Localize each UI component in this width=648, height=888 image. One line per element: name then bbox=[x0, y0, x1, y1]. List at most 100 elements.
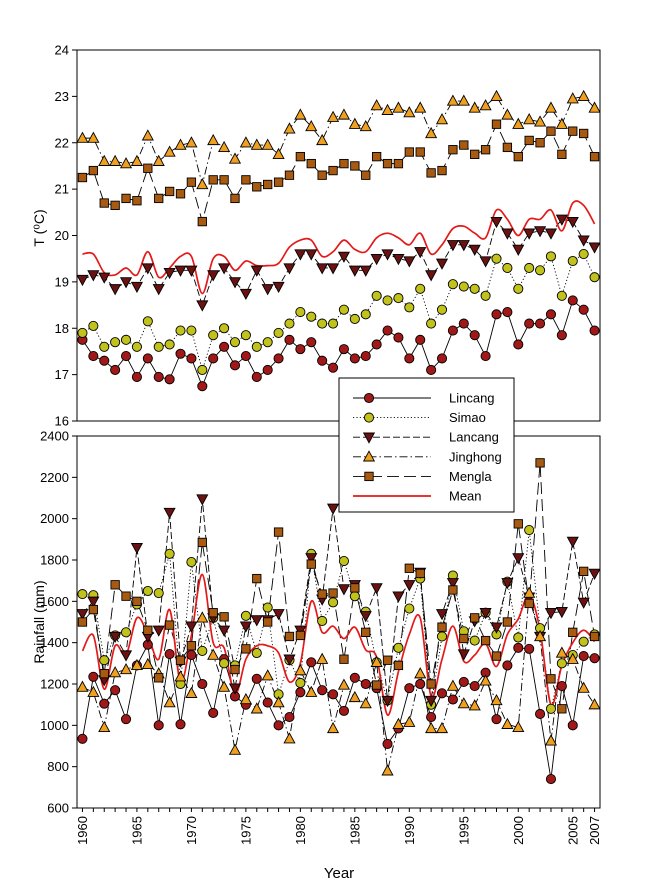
markers-mengla-rainfall bbox=[77, 458, 600, 714]
data-point-mengla bbox=[197, 537, 207, 548]
data-point-jinghong bbox=[512, 720, 525, 733]
data-point-lincang bbox=[175, 719, 186, 730]
data-point-lincang bbox=[524, 643, 535, 654]
data-point-lincang bbox=[306, 337, 317, 348]
data-point-jinghong bbox=[261, 138, 274, 150]
data-point-simao bbox=[328, 318, 339, 329]
data-point-jinghong bbox=[326, 110, 340, 122]
data-point-simao bbox=[458, 281, 469, 292]
data-point-mengla bbox=[382, 655, 393, 665]
data-point-jinghong bbox=[359, 697, 372, 709]
data-point-lancang bbox=[152, 625, 165, 637]
data-point-jinghong bbox=[196, 177, 209, 190]
data-point-simao bbox=[120, 334, 132, 345]
data-point-jinghong bbox=[109, 154, 122, 166]
markers-lincang-temperature bbox=[77, 295, 600, 392]
data-point-lincang bbox=[393, 332, 404, 343]
data-point-lincang bbox=[186, 353, 197, 364]
data-point-lincang bbox=[458, 318, 469, 329]
data-point-jinghong bbox=[577, 89, 590, 102]
data-point-jinghong bbox=[218, 140, 231, 153]
series-lincang-rainfall bbox=[82, 643, 595, 780]
markers-jinghong-temperature bbox=[76, 89, 601, 190]
data-point-mengla bbox=[230, 664, 240, 675]
data-point-jinghong bbox=[490, 89, 503, 102]
data-point-lincang bbox=[578, 651, 589, 662]
data-point-lancang bbox=[435, 258, 449, 270]
legend-label: Lancang bbox=[449, 430, 499, 445]
data-point-lancang bbox=[109, 284, 122, 296]
data-point-simao bbox=[186, 557, 197, 568]
data-point-simao bbox=[88, 320, 99, 331]
legend-entry-lancang: Lancang bbox=[353, 430, 499, 445]
data-point-simao bbox=[349, 591, 360, 602]
data-point-lincang bbox=[513, 339, 524, 350]
data-point-simao bbox=[251, 647, 262, 659]
data-point-lincang bbox=[251, 673, 262, 684]
data-point-lancang bbox=[98, 272, 111, 284]
data-point-mengla bbox=[110, 580, 120, 590]
data-point-jinghong bbox=[403, 715, 416, 727]
data-point-mengla bbox=[589, 152, 600, 162]
data-point-lancang bbox=[305, 249, 318, 261]
x-tick-label: 1985 bbox=[347, 816, 362, 845]
data-point-lancang bbox=[403, 256, 416, 268]
data-point-lancang bbox=[566, 216, 579, 229]
data-point-simao bbox=[393, 293, 404, 304]
data-point-jinghong bbox=[457, 94, 470, 106]
data-point-lincang bbox=[164, 648, 175, 660]
data-point-jinghong bbox=[98, 720, 111, 733]
data-point-mengla bbox=[99, 669, 109, 679]
data-point-jinghong bbox=[381, 103, 394, 115]
data-point-lincang bbox=[480, 351, 491, 362]
data-point-mengla bbox=[230, 193, 240, 204]
data-point-lincang bbox=[545, 774, 557, 785]
data-point-simao bbox=[306, 311, 317, 322]
data-point-lancang bbox=[501, 228, 514, 240]
data-point-lincang bbox=[426, 364, 437, 376]
data-point-mengla bbox=[437, 165, 447, 176]
data-point-mengla bbox=[361, 170, 371, 180]
data-point-jinghong bbox=[207, 133, 220, 146]
data-point-lancang bbox=[294, 249, 307, 261]
data-point-lincang bbox=[447, 325, 458, 336]
data-point-mengla bbox=[535, 138, 545, 148]
data-point-simao bbox=[110, 337, 121, 348]
data-point-jinghong bbox=[533, 115, 547, 127]
series-simao-rainfall-line bbox=[82, 529, 595, 709]
data-point-simao bbox=[567, 255, 578, 267]
data-point-mengla bbox=[513, 152, 523, 162]
data-point-lancang bbox=[174, 265, 187, 277]
data-point-mengla bbox=[415, 568, 425, 579]
legend-label: Jinghong bbox=[449, 449, 502, 464]
data-point-jinghong bbox=[76, 131, 89, 143]
data-point-simao bbox=[469, 635, 480, 646]
data-point-jinghong bbox=[305, 685, 318, 697]
data-point-lancang bbox=[261, 284, 274, 296]
data-point-lincang bbox=[469, 681, 480, 692]
data-point-jinghong bbox=[468, 101, 481, 113]
data-point-lincang bbox=[197, 381, 208, 392]
data-point-mengla bbox=[143, 163, 153, 173]
data-point-jinghong bbox=[381, 764, 394, 776]
data-point-jinghong bbox=[174, 670, 187, 682]
data-point-mengla bbox=[263, 179, 273, 190]
data-point-lancang bbox=[392, 591, 405, 603]
legend-marker bbox=[363, 392, 375, 404]
data-point-mengla bbox=[88, 604, 98, 615]
data-point-mengla bbox=[208, 608, 218, 618]
data-point-jinghong bbox=[566, 92, 579, 104]
data-point-simao bbox=[219, 323, 230, 334]
temperature-y-tick-label: 24 bbox=[55, 43, 69, 58]
data-point-jinghong bbox=[566, 652, 579, 664]
data-point-lancang bbox=[381, 695, 394, 708]
data-point-lincang bbox=[556, 681, 567, 692]
data-point-mengla bbox=[88, 165, 98, 176]
data-point-lancang bbox=[196, 494, 209, 506]
data-point-simao bbox=[415, 283, 426, 294]
data-point-jinghong bbox=[544, 734, 558, 746]
data-point-mengla bbox=[197, 216, 207, 227]
data-point-lancang bbox=[359, 265, 372, 277]
data-point-mengla bbox=[448, 585, 458, 595]
data-point-mengla bbox=[589, 631, 600, 642]
